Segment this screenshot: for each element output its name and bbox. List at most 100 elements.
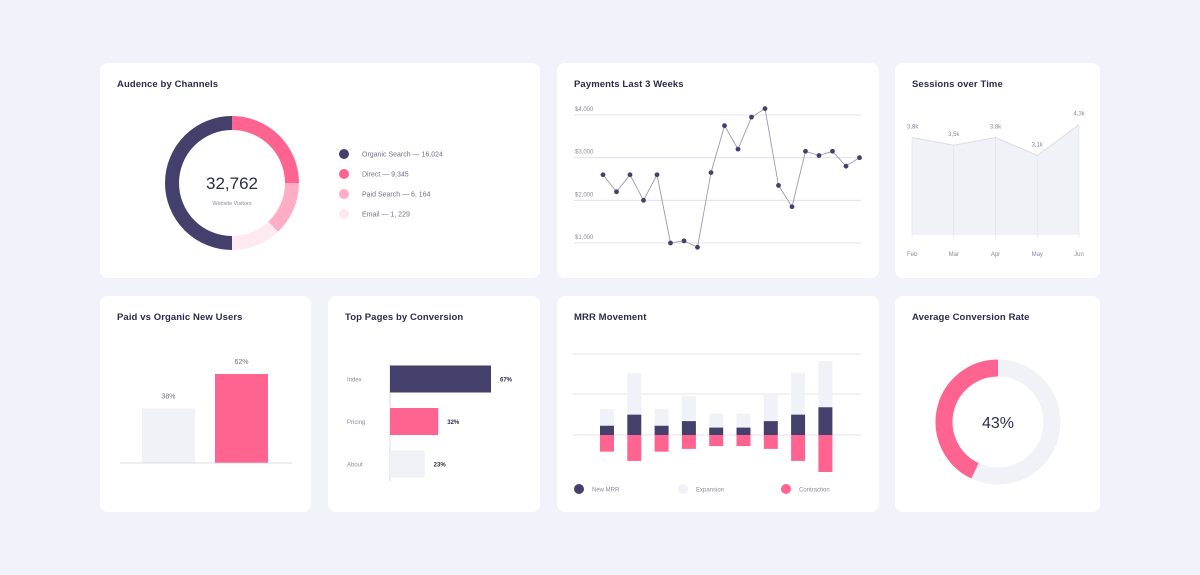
audience-title: Audence by Channels [117,79,219,90]
payments-data-point [803,148,808,154]
payments-data-point [735,146,741,152]
mrr-bar-new [709,427,724,435]
mrr-title: MRR Movement [574,312,647,323]
mrr-bar-expansion [736,413,751,428]
payments-data-point [830,148,835,154]
mrr-bar-contraction [681,435,696,449]
mrr-bar-expansion [763,393,778,422]
sessions-x-tick: Jun [1074,252,1084,258]
donut-center-label: Website Visitors [212,201,251,207]
donut-center-value: 32,762 [206,174,258,193]
avg-conversion-card: Average Conversion Rate 43% [895,296,1100,512]
payments-data-point [857,155,862,161]
legend-label: Organic Search — 16,024 [362,152,443,159]
top-pages-bar-chart: Index 67% Pricing 32% About 23% [347,364,513,481]
mrr-bar-contraction [709,435,724,447]
sessions-data-label: 4,3k [1073,112,1085,118]
mrr-bar-expansion [681,396,696,422]
paid-organic-bar-chart: 38% 62% [120,359,292,464]
payments-data-point [816,153,822,158]
payments-data-point [654,172,660,178]
donut-center-value: 43% [982,415,1014,432]
donut-slice-direct [231,116,299,184]
legend-label: Email — 1, 229 [362,212,410,219]
mrr-bar-new [627,414,642,435]
category-label: Pricing [347,420,365,426]
bar-data-label: 32% [447,420,460,426]
mrr-legend-swatch [574,484,584,494]
sessions-x-tick: May [1032,252,1043,258]
mrr-bar-new [763,421,778,435]
sessions-title: Sessions over Time [912,79,1003,90]
mrr-bar-new [818,407,833,435]
mrr-bar-new [681,421,696,435]
audience-donut-chart: 32,762 Website Visitors Organic Search — 1… [165,116,443,250]
payments-line-chart: $4,000 $3,000 $2,000 $1,000 [574,106,862,250]
payments-data-point [722,123,727,129]
paid-organic-card: Paid vs Organic New Users 38% 62% [100,296,311,512]
payments-data-point [843,163,849,169]
bar-paid [215,374,268,463]
sessions-x-tick: Mar [949,252,959,258]
payments-data-point [627,172,633,178]
legend-swatch [339,189,349,199]
sessions-x-tick: Apr [991,252,1000,258]
sessions-data-label: 3,5k [948,132,960,138]
legend-swatch [339,209,349,219]
mrr-bar-contraction [736,435,751,447]
avg-conversion-donut: 43% [935,359,1061,485]
bar-data-label: 62% [234,359,248,366]
mrr-bar-chart: New MRR Expansion Contraction [573,353,861,494]
mrr-bar-new [600,425,614,435]
payments-series-line [602,107,860,248]
paid-organic-title: Paid vs Organic New Users [117,312,243,323]
category-label: Index [347,378,362,384]
sessions-x-tick: Feb [907,252,918,258]
donut-slice-paid-search [268,182,299,232]
mrr-bar-expansion [791,373,806,415]
y-tick-label: $1,000 [575,235,594,241]
mrr-legend-label: Expansion [696,488,724,494]
mrr-legend-label: New MRR [592,488,620,494]
bar-data-label: 23% [434,463,447,469]
legend-label: Paid Search — 6, 164 [362,192,431,199]
sessions-area-chart: 3,8k Feb 3,5k Mar 3,8k Apr 3,1k May 4,3k Jun [907,112,1086,258]
mrr-bar-contraction [600,435,614,452]
mrr-card: MRR Movement New MRR Expansion Contraction [557,296,879,512]
top-pages-title: Top Pages by Conversion [345,312,464,323]
mrr-bar-contraction [654,435,669,452]
payments-data-point [708,170,714,175]
payments-card: Payments Last 3 Weeks $4,000 $3,000 $2,000… [557,63,879,278]
payments-data-point [641,197,646,203]
payments-data-point [614,189,619,195]
payments-data-point [749,114,754,120]
payments-data-point [681,238,687,244]
sessions-data-label: 3,8k [907,125,919,131]
audience-card: Audence by Channels 32,762 Website Visito… [100,63,540,278]
mrr-bar-contraction [763,435,778,449]
sessions-card: Sessions over Time 3,8k Feb 3,5k Mar 3,8k Apr… [895,63,1100,278]
payments-data-point [600,172,606,178]
mrr-bar-expansion [654,409,669,426]
payments-data-point [789,204,795,210]
payments-data-point [695,244,700,250]
payments-title: Payments Last 3 Weeks [574,79,684,90]
bar-index [390,365,491,393]
sessions-area-line [911,124,1080,157]
mrr-bar-expansion [709,413,724,428]
y-tick-label: $4,000 [575,107,594,113]
bar-data-label: 67% [500,378,513,384]
mrr-bar-contraction [818,435,833,472]
y-tick-label: $3,000 [575,150,594,156]
category-label: About [347,463,363,469]
sessions-data-label: 3,8k [990,125,1002,131]
legend-label: Direct — 9,345 [362,172,409,179]
top-pages-card: Top Pages by Conversion Index 67% Pricing 3… [328,296,540,512]
y-tick-label: $2,000 [575,192,594,198]
mrr-bar-expansion [818,361,833,408]
bar-pricing [390,408,439,435]
payments-data-point [762,106,768,111]
bar-organic [142,408,195,463]
mrr-legend-label: Contraction [799,488,830,494]
mrr-legend-swatch [781,484,791,494]
